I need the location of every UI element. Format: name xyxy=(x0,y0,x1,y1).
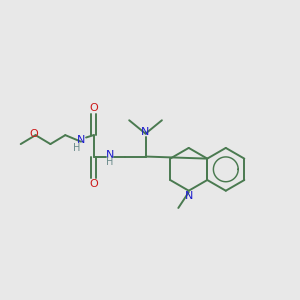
Text: N: N xyxy=(106,150,114,160)
Text: N: N xyxy=(141,127,150,137)
Text: O: O xyxy=(89,179,98,189)
Text: H: H xyxy=(106,158,114,167)
Text: N: N xyxy=(184,191,193,201)
Text: H: H xyxy=(73,142,80,153)
Text: O: O xyxy=(30,129,38,139)
Text: O: O xyxy=(89,103,98,113)
Text: N: N xyxy=(77,135,85,145)
